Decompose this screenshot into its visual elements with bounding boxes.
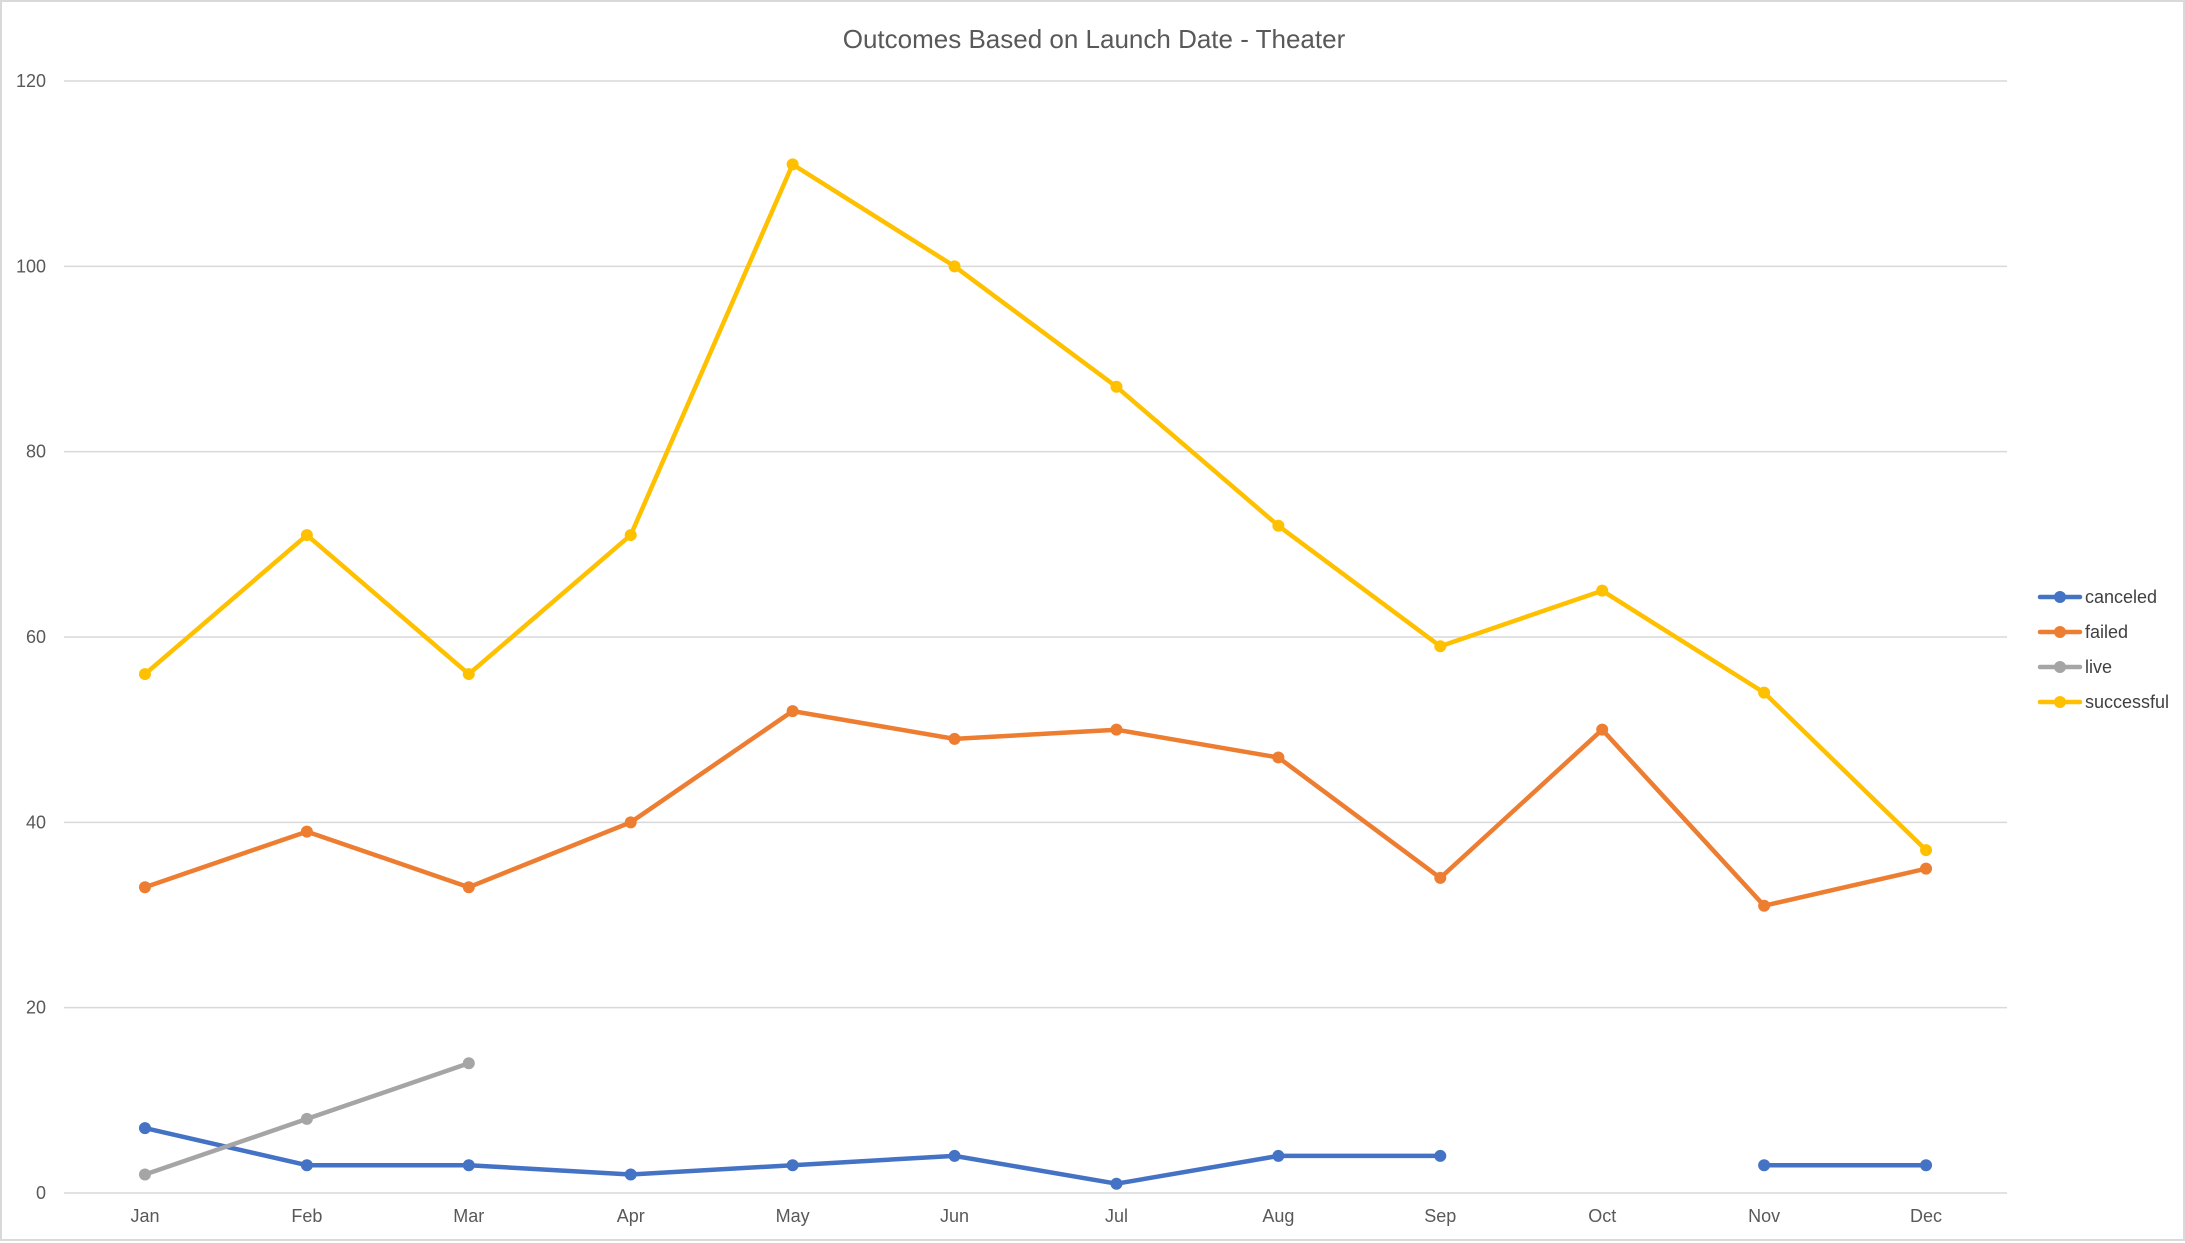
legend-swatch-marker bbox=[2054, 626, 2066, 638]
legend-label: successful bbox=[2085, 692, 2169, 712]
series-canceled bbox=[138, 1122, 1933, 1190]
point-failed-oct bbox=[1596, 723, 1609, 736]
x-tick-label: Sep bbox=[1424, 1206, 1456, 1226]
legend-swatch-marker bbox=[2054, 591, 2066, 603]
x-tick-label: Aug bbox=[1262, 1206, 1294, 1226]
point-failed-sep bbox=[1434, 871, 1447, 884]
point-canceled-aug bbox=[1272, 1149, 1285, 1162]
series-lines bbox=[138, 158, 1933, 1190]
point-canceled-sep bbox=[1434, 1149, 1447, 1162]
point-canceled-jul bbox=[1110, 1177, 1123, 1190]
x-tick-label: May bbox=[776, 1206, 810, 1226]
x-tick-label: Jan bbox=[130, 1206, 159, 1226]
point-failed-jul bbox=[1110, 723, 1123, 736]
chart-title: Outcomes Based on Launch Date - Theater bbox=[843, 24, 1346, 54]
point-successful-may bbox=[786, 158, 799, 171]
y-tick-label: 40 bbox=[26, 812, 46, 832]
point-failed-may bbox=[786, 705, 799, 718]
y-tick-label: 20 bbox=[26, 998, 46, 1018]
point-failed-aug bbox=[1272, 751, 1285, 764]
legend-item-successful[interactable]: successful bbox=[2037, 692, 2169, 712]
x-tick-label: Nov bbox=[1748, 1206, 1780, 1226]
legend-item-live[interactable]: live bbox=[2037, 657, 2112, 677]
series-live bbox=[138, 1057, 475, 1181]
legend[interactable]: canceled failed live successful bbox=[2037, 587, 2169, 712]
point-successful-feb bbox=[300, 529, 313, 542]
series-failed bbox=[138, 705, 1933, 912]
point-canceled-jan bbox=[138, 1122, 151, 1135]
point-failed-mar bbox=[462, 881, 475, 894]
x-tick-label: Mar bbox=[453, 1206, 484, 1226]
point-canceled-apr bbox=[624, 1168, 637, 1181]
x-tick-label: Oct bbox=[1588, 1206, 1616, 1226]
legend-item-canceled[interactable]: canceled bbox=[2037, 587, 2157, 607]
point-failed-jun bbox=[948, 732, 961, 745]
point-successful-dec bbox=[1920, 844, 1933, 857]
point-failed-apr bbox=[624, 816, 637, 829]
point-successful-jan bbox=[138, 668, 151, 681]
legend-swatch-marker bbox=[2054, 696, 2066, 708]
legend-swatch-marker bbox=[2054, 661, 2066, 673]
point-failed-dec bbox=[1920, 862, 1933, 875]
y-tick-label: 120 bbox=[16, 71, 46, 91]
x-tick-label: Jun bbox=[940, 1206, 969, 1226]
point-successful-mar bbox=[462, 668, 475, 681]
point-successful-jun bbox=[948, 260, 961, 273]
point-failed-nov bbox=[1758, 899, 1771, 912]
x-tick-label: Dec bbox=[1910, 1206, 1942, 1226]
gridlines bbox=[64, 80, 2007, 1194]
point-live-jan bbox=[138, 1168, 151, 1181]
series-line-failed bbox=[142, 708, 1929, 908]
legend-label: canceled bbox=[2085, 587, 2157, 607]
point-successful-oct bbox=[1596, 584, 1609, 597]
point-successful-jul bbox=[1110, 380, 1123, 393]
point-failed-feb bbox=[300, 825, 313, 838]
axes: 0 20 40 60 80 100 120 Jan Feb Mar Apr May Jun Jul Aug S… bbox=[16, 71, 1942, 1226]
legend-label: live bbox=[2085, 657, 2112, 677]
y-tick-label: 100 bbox=[16, 256, 46, 276]
point-canceled-dec bbox=[1920, 1159, 1933, 1172]
series-line-successful bbox=[142, 162, 1929, 853]
point-live-mar bbox=[462, 1057, 475, 1070]
x-tick-label: Apr bbox=[617, 1206, 645, 1226]
y-tick-label: 80 bbox=[26, 442, 46, 462]
y-tick-label: 60 bbox=[26, 627, 46, 647]
legend-label: failed bbox=[2085, 622, 2128, 642]
point-canceled-jun bbox=[948, 1149, 961, 1162]
legend-item-failed[interactable]: failed bbox=[2037, 622, 2128, 642]
point-successful-apr bbox=[624, 529, 637, 542]
x-tick-label: Feb bbox=[291, 1206, 322, 1226]
x-tick-label: Jul bbox=[1105, 1206, 1128, 1226]
point-canceled-feb bbox=[300, 1159, 313, 1172]
point-successful-sep bbox=[1434, 640, 1447, 653]
series-successful bbox=[138, 158, 1933, 857]
point-canceled-may bbox=[786, 1159, 799, 1172]
point-canceled-mar bbox=[462, 1159, 475, 1172]
point-live-feb bbox=[300, 1112, 313, 1125]
point-successful-nov bbox=[1758, 686, 1771, 699]
point-successful-aug bbox=[1272, 519, 1285, 532]
y-tick-label: 0 bbox=[36, 1183, 46, 1203]
point-canceled-nov bbox=[1758, 1159, 1771, 1172]
series-line-canceled bbox=[142, 1125, 1443, 1186]
point-failed-jan bbox=[138, 881, 151, 894]
